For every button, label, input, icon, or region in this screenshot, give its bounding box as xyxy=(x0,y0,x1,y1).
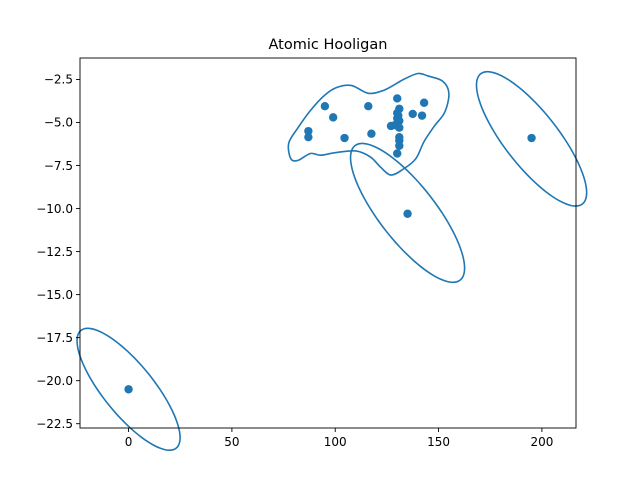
data-point-5 xyxy=(328,113,338,122)
data-point-17 xyxy=(395,104,404,113)
data-point-6 xyxy=(340,133,349,143)
y-tick-label--12.5: −12.5 xyxy=(36,245,73,259)
y-tick-label--17.5: −17.5 xyxy=(36,331,73,345)
data-point-8 xyxy=(367,129,376,138)
data-point-24 xyxy=(408,109,417,119)
data-point-15 xyxy=(393,149,402,158)
density-contour-2 xyxy=(76,327,181,452)
y-tick-label--10: −10.0 xyxy=(36,202,73,216)
point-layer xyxy=(124,94,536,394)
x-tick-label-200: 200 xyxy=(530,435,553,449)
y-tick-label--20: −20.0 xyxy=(36,374,73,388)
chart-title: Atomic Hooligan xyxy=(269,37,388,53)
density-contour-3 xyxy=(349,142,466,284)
density-contour-1 xyxy=(287,72,450,176)
x-tick-label-50: 50 xyxy=(224,435,239,449)
data-point-7 xyxy=(364,101,373,111)
data-point-23 xyxy=(403,209,412,218)
density-contour-4 xyxy=(475,70,588,207)
plot-frame xyxy=(79,57,577,429)
data-point-25 xyxy=(417,111,427,120)
data-point-22 xyxy=(395,141,404,150)
y-tick-label--5: −5.0 xyxy=(44,116,73,130)
contour-layer xyxy=(76,70,588,452)
data-point-4 xyxy=(320,101,330,111)
y-tick-label--7.5: −7.5 xyxy=(44,159,73,173)
y-tick-label--15: −15.0 xyxy=(36,288,73,302)
data-point-11 xyxy=(393,94,402,103)
y-tick-label--2.5: −2.5 xyxy=(44,73,73,87)
x-tick-label-100: 100 xyxy=(324,435,347,449)
data-point-3 xyxy=(304,132,313,142)
x-tick-label-0: 0 xyxy=(125,435,133,449)
x-tick-label-150: 150 xyxy=(427,435,450,449)
data-point-19 xyxy=(395,123,404,132)
axis-layer: 0 50 100 150 200 −22.5 −20.0 −17.5 −15.0 −12.5 −10… xyxy=(36,57,577,449)
data-point-27 xyxy=(527,133,536,143)
data-point-1 xyxy=(124,385,133,394)
y-tick-label--22.5: −22.5 xyxy=(36,417,73,431)
data-point-26 xyxy=(419,98,429,107)
data-point-18 xyxy=(395,116,404,126)
data-point-2 xyxy=(304,126,313,136)
